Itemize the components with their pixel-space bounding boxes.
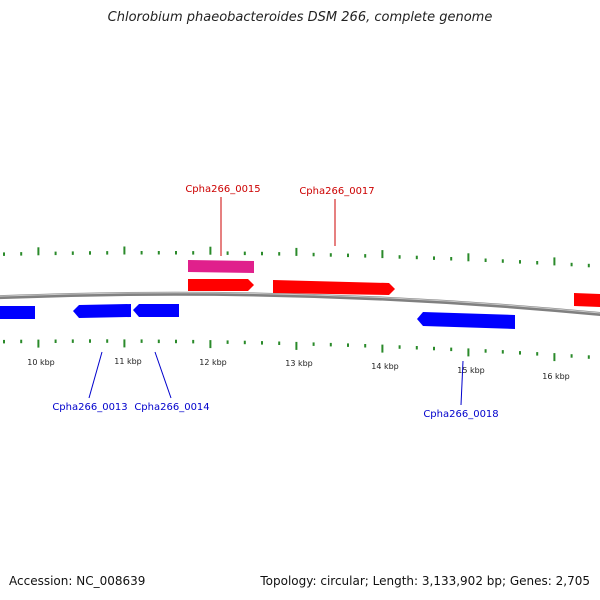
gene-forward-partial[interactable] bbox=[574, 293, 600, 307]
gene-label-cpha266-0015[interactable]: Cpha266_0015 bbox=[185, 184, 260, 195]
map-title: Chlorobium phaeobacteroides DSM 266, com… bbox=[107, 10, 493, 25]
gene-forward[interactable] bbox=[188, 279, 254, 291]
tick-row-top bbox=[3, 246, 590, 268]
scale-label: 13 kbp bbox=[285, 359, 313, 368]
genome-backbone bbox=[0, 291, 600, 317]
gene-reverse[interactable] bbox=[73, 304, 131, 318]
gene-forward[interactable] bbox=[273, 280, 395, 295]
tick-row-bottom bbox=[3, 339, 590, 362]
label-leader bbox=[460, 360, 464, 406]
gene-reverse-partial[interactable] bbox=[0, 306, 35, 319]
genome-summary-text: Topology: circular; Length: 3,133,902 bp… bbox=[260, 574, 590, 588]
scale-label: 14 kbp bbox=[371, 362, 399, 371]
gene-label-cpha266-0017[interactable]: Cpha266_0017 bbox=[299, 186, 374, 197]
gene-label-cpha266-0013[interactable]: Cpha266_0013 bbox=[52, 402, 127, 413]
scale-label: 15 kbp bbox=[457, 366, 485, 375]
scale-label: 10 kbp bbox=[27, 358, 55, 367]
gene-label-cpha266-0018[interactable]: Cpha266_0018 bbox=[423, 409, 498, 420]
label-leader bbox=[154, 351, 172, 399]
gene-label-cpha266-0014[interactable]: Cpha266_0014 bbox=[134, 402, 209, 413]
gene-reverse[interactable] bbox=[417, 312, 515, 329]
accession-text: Accession: NC_008639 bbox=[9, 574, 146, 588]
scale-label: 11 kbp bbox=[114, 357, 142, 366]
gene-reverse[interactable] bbox=[133, 304, 179, 317]
label-leader bbox=[88, 351, 103, 399]
genome-backbone-highlight bbox=[0, 292, 600, 314]
scale-label: 16 kbp bbox=[542, 372, 570, 381]
gene-rna[interactable] bbox=[188, 260, 254, 273]
scale-label: 12 kbp bbox=[199, 358, 227, 367]
